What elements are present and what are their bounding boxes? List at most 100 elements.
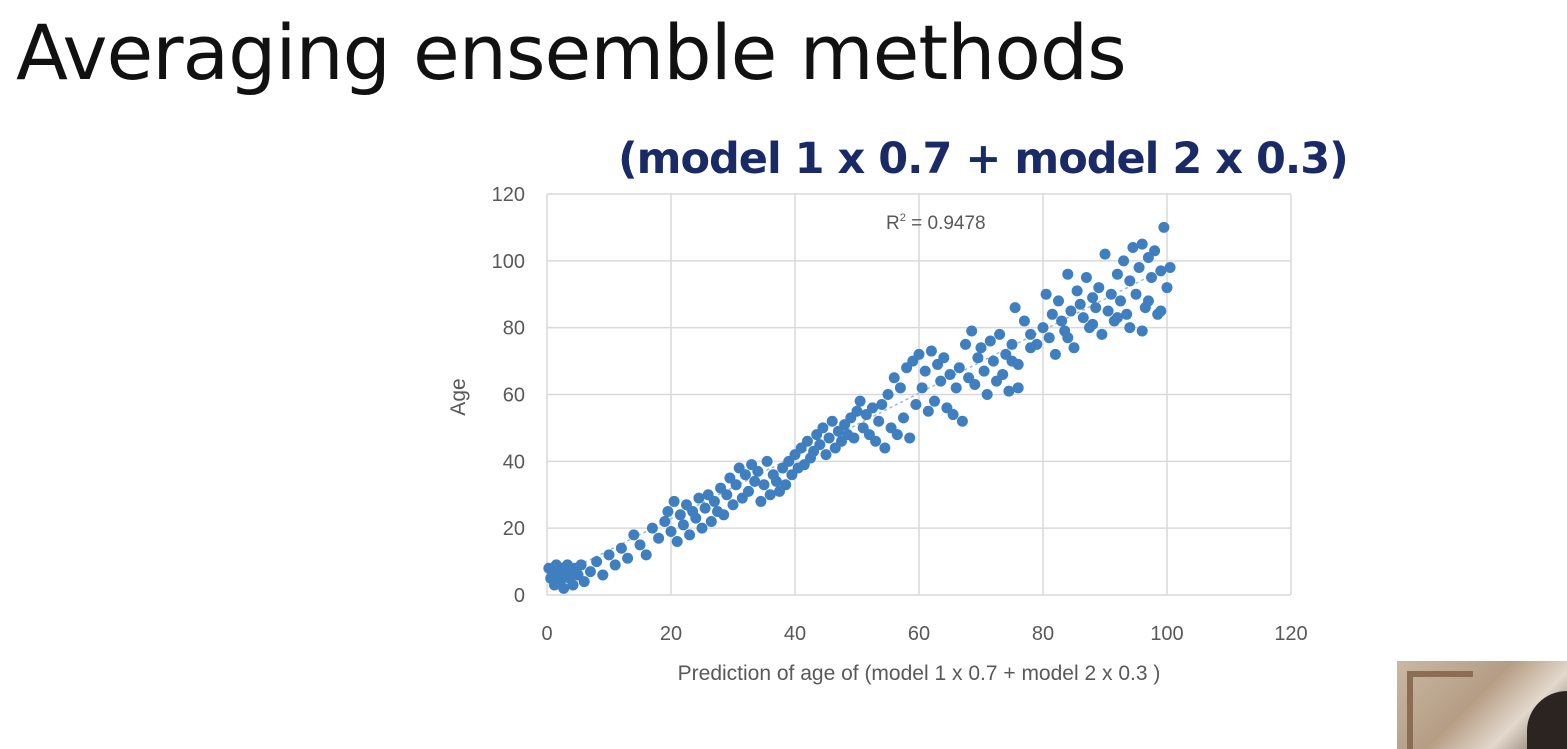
data-point <box>721 489 733 501</box>
data-point <box>826 415 838 427</box>
y-tick-label: 80 <box>503 318 525 340</box>
data-point <box>1003 385 1015 397</box>
data-point <box>938 352 950 364</box>
data-point <box>659 515 671 527</box>
chart-title: (model 1 x 0.7 + model 2 x 0.3) <box>618 134 1349 184</box>
data-point <box>578 576 590 588</box>
data-point <box>947 409 959 421</box>
data-point <box>975 342 987 354</box>
data-point <box>1049 348 1061 360</box>
points-layer <box>543 221 1176 594</box>
data-point <box>770 475 782 487</box>
data-point <box>1124 322 1136 334</box>
data-point <box>597 569 609 581</box>
data-point <box>684 529 696 541</box>
data-point <box>609 559 621 571</box>
data-point <box>1056 315 1068 327</box>
data-point <box>801 435 813 447</box>
data-point <box>646 522 658 534</box>
data-point <box>1124 275 1136 287</box>
data-point <box>727 499 739 511</box>
data-point <box>913 348 925 360</box>
data-point <box>1136 325 1148 337</box>
data-point <box>668 495 680 507</box>
data-point <box>882 389 894 400</box>
webcam-shadow <box>1527 691 1567 749</box>
data-point <box>634 539 646 551</box>
data-point <box>929 395 940 407</box>
data-point <box>1136 238 1148 250</box>
data-point <box>987 355 999 367</box>
data-point <box>705 515 717 527</box>
data-point <box>1121 308 1133 320</box>
data-point <box>1099 248 1111 260</box>
data-point <box>615 542 627 554</box>
data-point <box>622 552 634 564</box>
data-point <box>873 415 885 427</box>
r2-label: R <box>886 213 900 234</box>
data-point <box>1006 355 1018 367</box>
data-point <box>1065 305 1077 317</box>
data-point <box>1080 272 1092 284</box>
data-point <box>820 449 832 461</box>
data-point <box>1046 308 1058 320</box>
data-point <box>966 325 978 337</box>
data-point <box>558 582 570 594</box>
y-tick-label: 100 <box>492 251 525 273</box>
data-point <box>761 455 773 467</box>
data-point <box>994 328 1006 340</box>
data-point <box>1087 292 1099 304</box>
data-point <box>997 368 1009 380</box>
data-point <box>1158 221 1170 233</box>
data-point <box>1037 322 1049 334</box>
data-point <box>848 432 860 444</box>
data-point <box>1006 338 1018 350</box>
data-point <box>1071 285 1083 297</box>
data-point <box>690 512 702 524</box>
r2-annotation: R2 = 0.9478 <box>886 212 986 234</box>
x-tick-label: 60 <box>908 623 930 645</box>
data-point <box>1009 302 1021 314</box>
ticks-layer: 0 20 40 60 80 100 120 0 20 40 60 80 100 120 <box>492 184 1308 645</box>
data-point <box>1053 295 1064 307</box>
x-axis-label: Prediction of age of (model 1 x 0.7 + mo… <box>678 662 1161 685</box>
data-point <box>919 365 931 377</box>
grid-layer <box>546 193 1292 596</box>
data-point <box>1155 265 1167 277</box>
data-point <box>950 382 962 394</box>
data-point <box>823 432 835 444</box>
data-point <box>960 338 971 350</box>
data-point <box>944 368 956 380</box>
y-tick-label: 0 <box>514 585 525 607</box>
data-point <box>851 405 863 417</box>
data-point <box>671 536 683 548</box>
data-point <box>1040 288 1052 300</box>
data-point <box>1133 262 1145 274</box>
data-point <box>972 352 984 364</box>
data-point <box>764 489 776 501</box>
data-point <box>603 549 615 561</box>
data-point <box>1118 255 1130 267</box>
data-point <box>935 375 947 387</box>
data-point <box>662 505 674 517</box>
data-point <box>677 519 689 531</box>
data-point <box>956 415 968 427</box>
r2-superscript: 2 <box>900 212 906 224</box>
data-point <box>1077 312 1089 324</box>
x-tick-label: 0 <box>541 623 552 645</box>
y-tick-label: 60 <box>503 385 525 407</box>
data-point <box>1096 328 1108 340</box>
data-point <box>755 495 767 507</box>
data-point <box>752 465 764 477</box>
data-point <box>665 526 677 538</box>
x-tick-label: 20 <box>660 623 682 645</box>
data-point <box>1115 295 1126 307</box>
data-point <box>780 479 792 491</box>
data-point <box>876 399 888 411</box>
data-point <box>1018 315 1030 327</box>
data-point <box>1111 268 1123 280</box>
data-point <box>817 422 829 434</box>
data-point <box>1111 312 1123 324</box>
data-point <box>1127 241 1139 253</box>
data-point <box>1142 295 1154 307</box>
